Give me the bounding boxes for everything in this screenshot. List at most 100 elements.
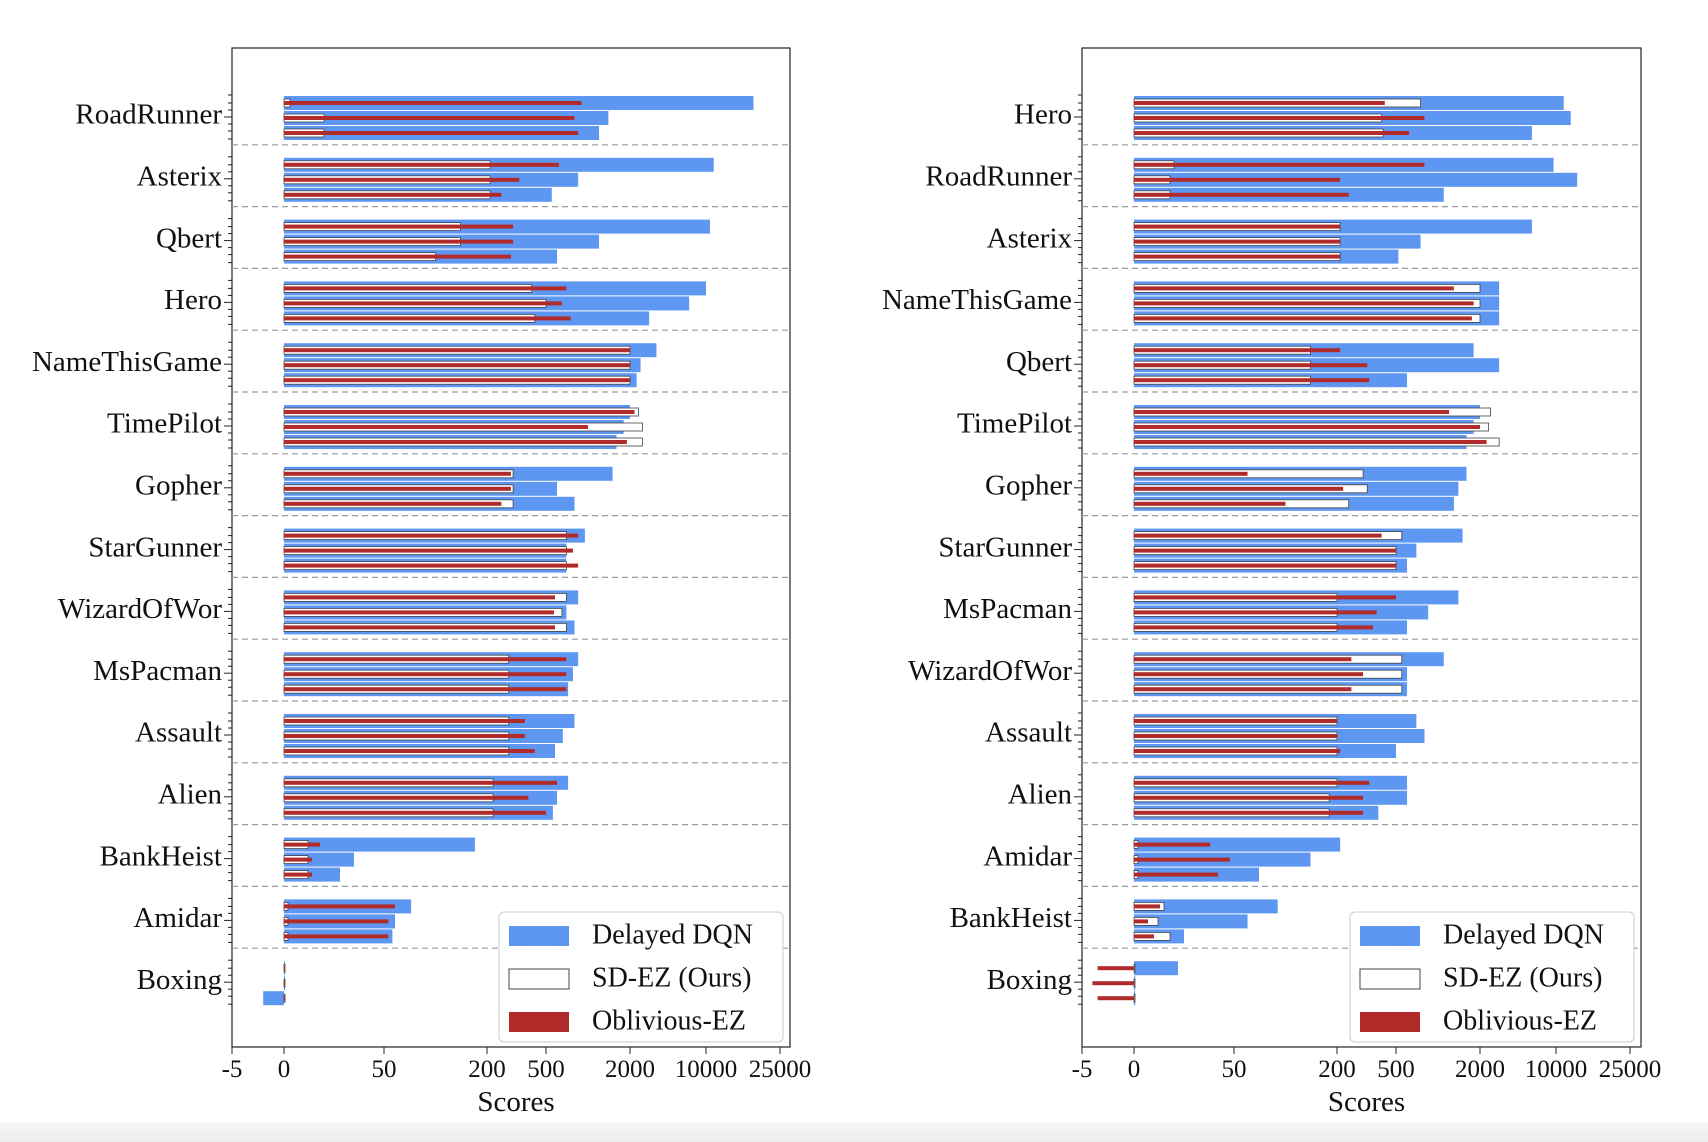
bar-oblivious-ez — [284, 548, 573, 553]
category-label: BankHeist — [100, 840, 222, 872]
game-group-Boxing: Boxing — [137, 959, 286, 1006]
bar-oblivious-ez — [284, 239, 514, 244]
bar-oblivious-ez — [284, 316, 571, 321]
bar-oblivious-ez — [284, 595, 555, 600]
bar-delayed-dqn — [1134, 837, 1341, 852]
category-label: Assault — [985, 717, 1072, 749]
left-chart-panel: RoadRunner Asterix Qbert Hero NameThisGame Ti… — [32, 47, 812, 1118]
x-tick-label: 2000 — [1455, 1056, 1505, 1083]
category-label: TimePilot — [107, 408, 222, 440]
category-label: TimePilot — [957, 408, 1072, 440]
game-group-Qbert: Qbert — [156, 218, 790, 269]
category-label: Hero — [164, 284, 222, 316]
bar-oblivious-ez — [284, 996, 286, 1001]
category-label: Amidar — [133, 902, 222, 934]
legend-label: Oblivious-EZ — [1443, 1005, 1597, 1036]
bar-oblivious-ez — [284, 810, 546, 815]
game-group-NameThisGame: NameThisGame — [32, 341, 790, 393]
bar-oblivious-ez — [284, 719, 525, 723]
category-label: StarGunner — [88, 531, 222, 563]
bar-oblivious-ez — [1134, 192, 1349, 197]
category-label: Qbert — [1006, 346, 1072, 378]
bar-oblivious-ez — [1134, 224, 1341, 229]
category-label: Hero — [1014, 99, 1072, 131]
x-tick-label: 25000 — [1599, 1056, 1662, 1083]
game-group-Gopher: Gopher — [135, 465, 790, 517]
bar-oblivious-ez — [1097, 996, 1134, 1001]
bar-oblivious-ez — [1134, 301, 1474, 306]
bar-oblivious-ez — [1134, 101, 1385, 105]
category-label: Boxing — [987, 964, 1072, 996]
game-group-Alien: Alien — [1008, 774, 1641, 826]
legend-label: Delayed DQN — [1443, 919, 1604, 950]
bar-delayed-dqn — [1134, 172, 1578, 187]
category-label: WizardOfWor — [58, 593, 222, 625]
bar-oblivious-ez — [1134, 749, 1341, 753]
x-tick-label: 50 — [372, 1056, 397, 1083]
category-label: BankHeist — [950, 902, 1072, 934]
game-group-Qbert: Qbert — [1006, 341, 1641, 393]
game-group-Hero: Hero — [1014, 94, 1641, 146]
category-label: Asterix — [137, 160, 223, 192]
x-tick-label: 0 — [1128, 1056, 1141, 1083]
game-group-MsPacman: MsPacman — [943, 588, 1641, 640]
bar-oblivious-ez — [1134, 131, 1410, 135]
game-group-NameThisGame: NameThisGame — [882, 279, 1641, 331]
x-tick-label: 200 — [468, 1056, 506, 1083]
bar-oblivious-ez — [284, 934, 389, 939]
category-label: Boxing — [137, 964, 222, 996]
x-tick-label: 25000 — [749, 1056, 812, 1083]
bar-oblivious-ez — [1134, 162, 1425, 167]
game-group-StarGunner: StarGunner — [88, 527, 790, 579]
bar-oblivious-ez — [284, 440, 627, 444]
category-label: RoadRunner — [925, 160, 1072, 192]
bar-oblivious-ez — [1134, 687, 1352, 692]
category-label: Qbert — [156, 222, 222, 254]
x-tick-label: 500 — [527, 1056, 565, 1083]
bar-oblivious-ez — [284, 563, 579, 568]
x-axis-label: Scores — [477, 1086, 554, 1118]
bar-oblivious-ez — [1134, 548, 1396, 553]
bar-oblivious-ez — [284, 378, 630, 383]
bar-oblivious-ez — [284, 981, 285, 986]
category-label: NameThisGame — [32, 346, 222, 378]
legend-swatch-sd-ez — [1359, 968, 1421, 990]
bar-oblivious-ez — [284, 162, 560, 167]
bar-oblivious-ez — [1134, 471, 1248, 476]
bar-oblivious-ez — [284, 501, 502, 506]
category-label: Alien — [158, 778, 223, 810]
bar-oblivious-ez — [284, 610, 554, 615]
game-group-Amidar: Amidar — [133, 897, 790, 949]
plot-frame — [1081, 47, 1642, 1048]
bar-oblivious-ez — [1134, 486, 1344, 491]
game-group-Amidar: Amidar — [983, 836, 1641, 888]
category-label: Gopher — [135, 469, 222, 501]
bar-oblivious-ez — [1134, 116, 1425, 120]
bar-oblivious-ez — [1134, 672, 1364, 677]
legend-swatch-oblivious-ez — [509, 1012, 569, 1032]
bar-oblivious-ez — [284, 471, 511, 476]
bar-oblivious-ez — [1134, 563, 1396, 568]
bar-oblivious-ez — [1097, 966, 1134, 971]
bottom-edge-strip — [0, 1122, 1708, 1142]
bar-oblivious-ez — [1134, 657, 1352, 662]
bar-oblivious-ez — [284, 131, 579, 135]
bar-oblivious-ez — [284, 286, 567, 291]
category-label: Assault — [135, 717, 222, 749]
bar-oblivious-ez — [1134, 795, 1364, 800]
bar-oblivious-ez — [284, 101, 582, 105]
legend-box — [498, 911, 784, 1043]
bar-oblivious-ez — [1134, 919, 1148, 924]
bar-sd-ez — [1133, 993, 1136, 1003]
x-tick-label: 10000 — [675, 1056, 738, 1083]
x-tick-label: 200 — [1318, 1056, 1356, 1083]
game-group-Asterix: Asterix — [137, 156, 790, 208]
bar-oblivious-ez — [284, 919, 389, 924]
bar-oblivious-ez — [1134, 734, 1337, 738]
bar-oblivious-ez — [1134, 625, 1374, 630]
bar-oblivious-ez — [284, 842, 320, 847]
bar-oblivious-ez — [284, 224, 514, 229]
bar-oblivious-ez — [1092, 981, 1134, 986]
category-label: RoadRunner — [75, 99, 222, 131]
bar-oblivious-ez — [1134, 857, 1230, 862]
